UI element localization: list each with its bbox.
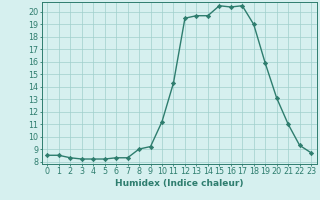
X-axis label: Humidex (Indice chaleur): Humidex (Indice chaleur) bbox=[115, 179, 244, 188]
